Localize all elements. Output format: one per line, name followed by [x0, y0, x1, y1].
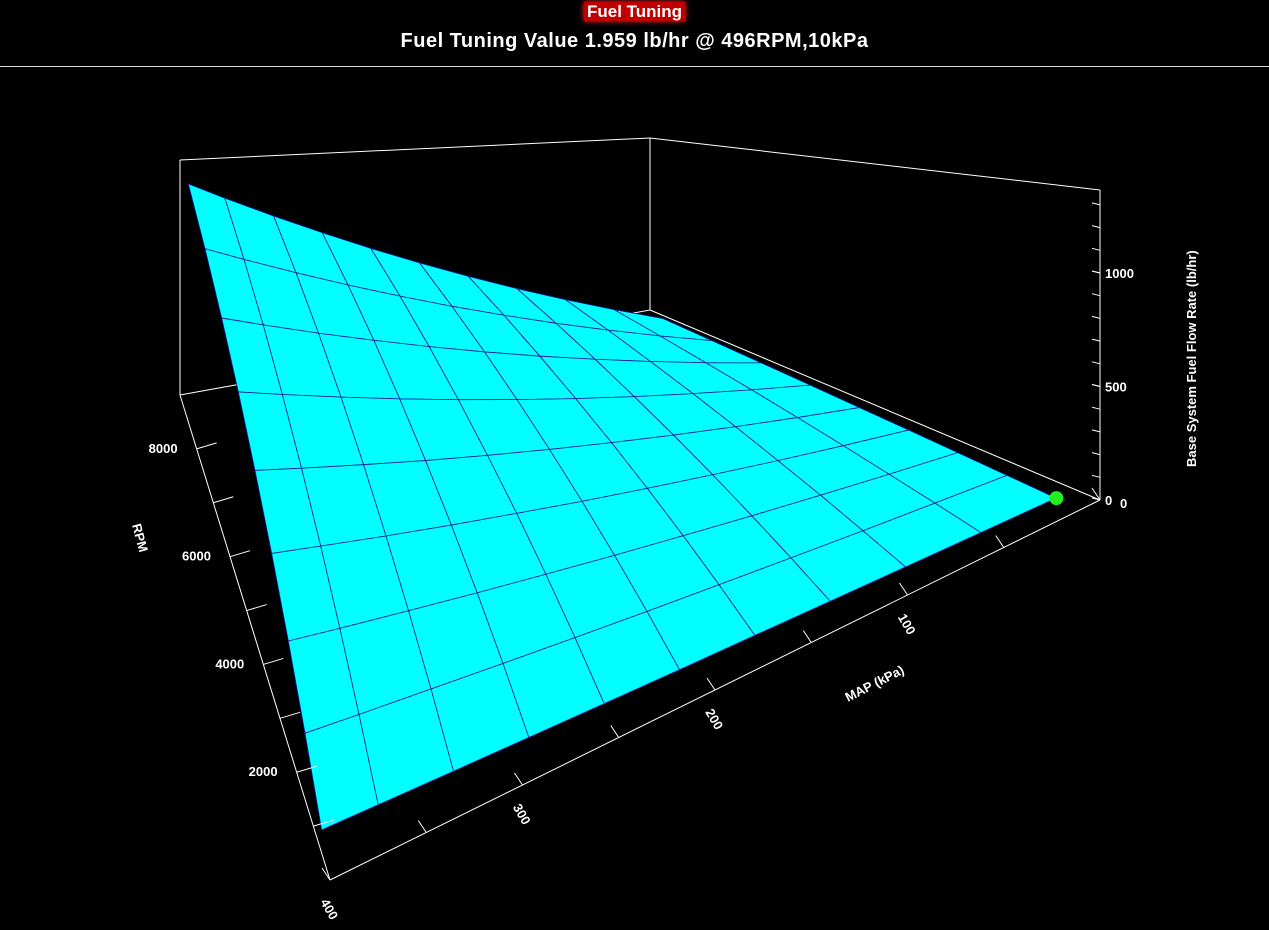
axis-box: [179, 137, 1101, 881]
z-minor-tick: [1091, 247, 1101, 251]
surface-cell: [304, 713, 379, 831]
z-minor-tick: [1091, 225, 1101, 229]
y-tick-label: 6000: [182, 549, 211, 564]
y-tick: [263, 657, 284, 665]
x-minor-tick: [610, 725, 620, 738]
y-tick-label: 2000: [249, 764, 278, 779]
z-tick-label: 1000: [1105, 266, 1134, 281]
x-tick-label: 300: [510, 801, 534, 827]
z-axis-label: Base System Fuel Flow Rate (lb/hr): [1184, 250, 1199, 467]
z-minor-tick: [1091, 406, 1101, 410]
z-minor-tick: [1091, 202, 1101, 206]
z-tick: [1091, 497, 1101, 501]
z-minor-tick: [1091, 361, 1101, 365]
surface-mesh: [187, 183, 1064, 831]
z-tick-label: 500: [1105, 380, 1127, 395]
y-tick-label: 4000: [215, 656, 244, 671]
x-tick-label: 0: [1120, 496, 1127, 511]
y-tick: [229, 550, 251, 558]
x-tick-label: 200: [702, 706, 726, 732]
y-tick: [296, 765, 317, 773]
top-right-edge: [649, 137, 1101, 191]
x-tick: [706, 677, 716, 691]
x-tick: [899, 582, 908, 596]
app-title-label: Fuel Tuning: [583, 2, 686, 21]
z-minor-tick: [1091, 315, 1101, 319]
chart-title: Fuel Tuning Value 1.959 lb/hr @ 496RPM,1…: [400, 30, 869, 52]
x-tick: [321, 867, 331, 881]
x-minor-tick: [995, 535, 1005, 548]
x-tick: [1091, 487, 1101, 501]
y-minor-tick: [279, 711, 301, 719]
y-axis-line: [179, 394, 331, 881]
z-minor-tick: [1091, 474, 1101, 478]
z-minor-tick: [1091, 452, 1101, 456]
z-minor-tick: [1091, 338, 1101, 342]
x-tick-label: 400: [317, 896, 341, 922]
y-minor-tick: [246, 604, 267, 612]
floor-right-edge: [649, 309, 1101, 501]
z-minor-tick: [1091, 384, 1101, 387]
y-minor-tick: [213, 496, 234, 504]
x-minor-tick: [417, 820, 427, 833]
x-tick-label: 100: [895, 611, 919, 637]
y-axis-label: RPM: [129, 522, 151, 554]
x-axis-label: MAP (kPa): [843, 662, 907, 704]
z-minor-tick: [1091, 270, 1101, 274]
top-left-edge: [179, 137, 651, 161]
y-tick: [196, 442, 217, 450]
x-minor-tick: [802, 630, 812, 643]
header-divider: [0, 66, 1269, 67]
x-tick: [514, 772, 523, 786]
cursor-point[interactable]: [1049, 491, 1064, 506]
z-minor-tick: [1091, 429, 1101, 433]
app-title: Fuel Tuning: [0, 2, 1269, 22]
axis-ticks: 0 500 1000 0 100 200 300 400 2000 4000 6000 8000: [149, 202, 1134, 922]
z-minor-tick: [1091, 293, 1101, 297]
z-tick-label: 0: [1105, 493, 1112, 508]
y-minor-tick: [313, 819, 334, 827]
y-tick-label: 8000: [149, 441, 178, 456]
